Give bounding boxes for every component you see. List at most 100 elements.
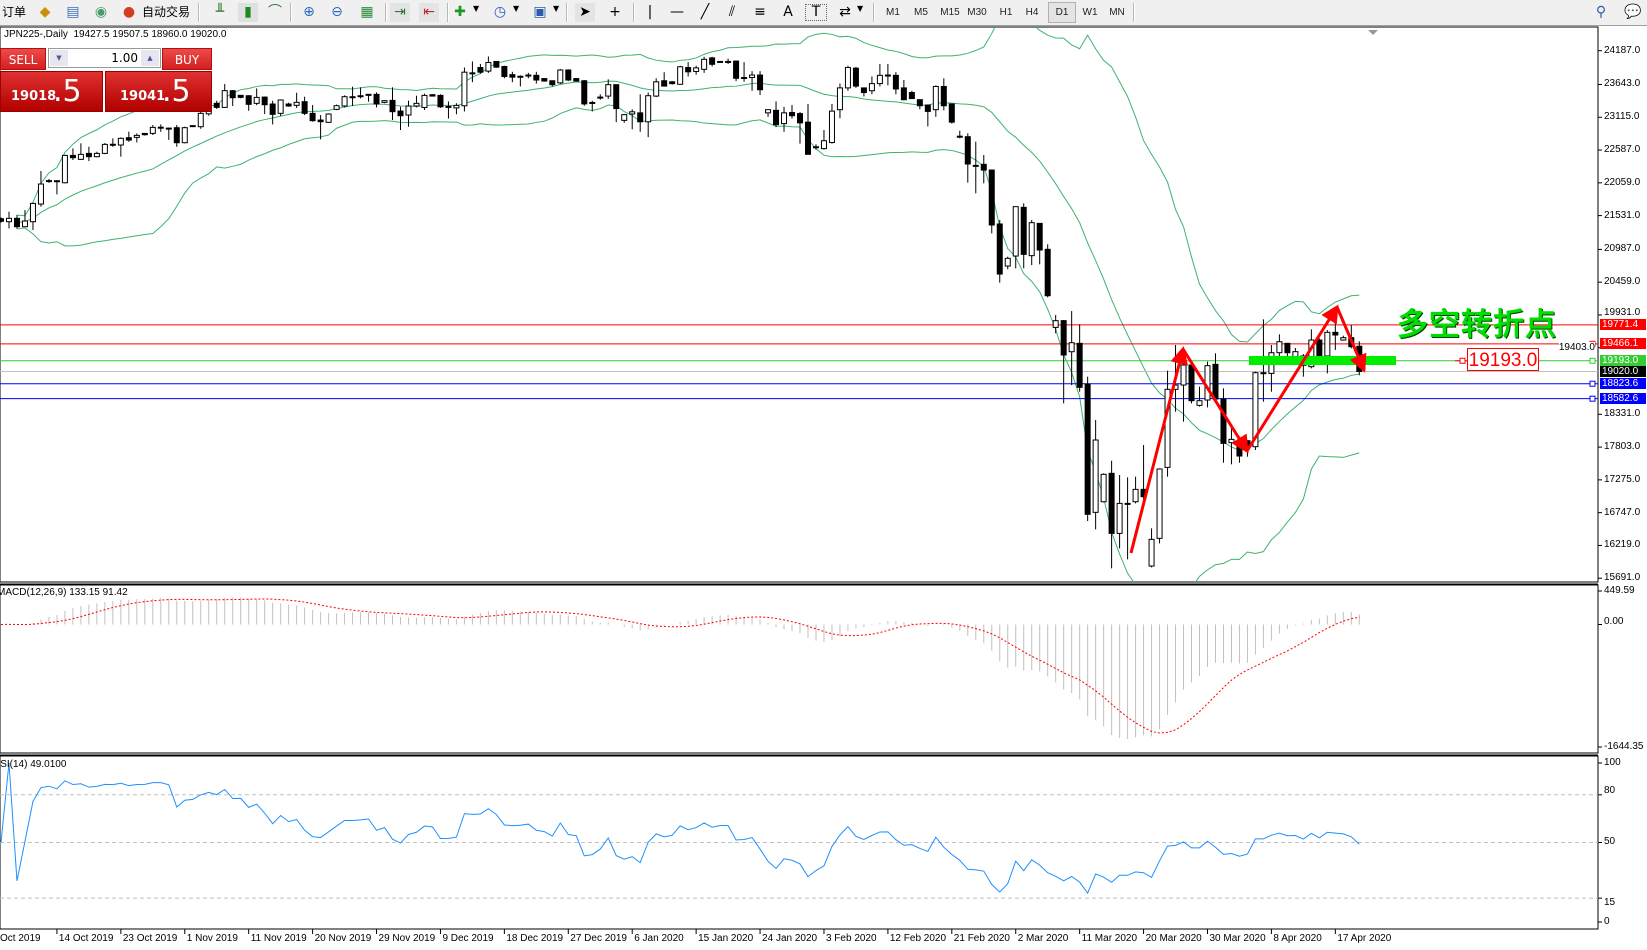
line-chart-icon[interactable]: ⌒ — [268, 4, 282, 20]
candle-bear — [988, 169, 995, 226]
timeframe-m1[interactable]: M1 — [886, 7, 900, 18]
toolbar-separator — [385, 3, 387, 22]
bar-chart-icon[interactable]: ╨ — [215, 4, 225, 20]
candle-bull — [469, 72, 476, 75]
candle-bull — [1132, 488, 1139, 503]
terminal-icon[interactable]: ▤ — [66, 4, 80, 20]
candle-bear — [1316, 339, 1323, 358]
indicators-icon[interactable]: ✚ — [454, 4, 466, 20]
candle-bull — [357, 95, 364, 98]
price-axis-label: 16219.0 — [1604, 539, 1641, 551]
timeframe-m15[interactable]: M15 — [940, 7, 960, 18]
candle-bear — [229, 90, 236, 99]
candle-bull — [37, 183, 44, 205]
candle-bear — [389, 99, 396, 113]
level-marker-icon — [1589, 357, 1596, 364]
new-order-button[interactable]: 订单 — [1, 5, 26, 19]
candle-bear — [397, 110, 404, 117]
macd-axis-zero: 0.00 — [1604, 616, 1624, 627]
macd-axis-min: -1644.35 — [1604, 741, 1644, 752]
autoscroll-icon[interactable]: ⇥ — [390, 3, 410, 22]
candlestick-chart-icon[interactable]: ▮ — [238, 3, 258, 22]
annotation-turning-point-text[interactable]: 多空转折点 — [1397, 307, 1557, 343]
zoom-in-icon[interactable]: ⊕ — [303, 4, 315, 20]
templates-icon[interactable]: ▣ — [533, 4, 547, 20]
text-tool-icon[interactable]: A — [783, 4, 793, 20]
sell-price-button[interactable]: 19018 .5 — [0, 71, 103, 112]
autotrade-button[interactable]: 自动交易 — [141, 5, 190, 19]
chevron-down-icon[interactable]: ▼ — [857, 4, 864, 13]
timeframe-w1[interactable]: W1 — [1082, 7, 1098, 18]
fibonacci-icon[interactable]: ≡ — [754, 4, 766, 20]
candle-bear — [445, 105, 452, 108]
annotation-price-label[interactable]: 19193.0 — [1467, 348, 1539, 371]
zoom-out-icon[interactable]: ⊖ — [331, 4, 343, 20]
candle-bear — [1220, 398, 1227, 444]
chevron-down-icon[interactable]: ▼ — [513, 4, 520, 13]
candle-bull — [461, 71, 468, 107]
navigator-icon[interactable]: ◆ — [39, 4, 51, 20]
candle-bull — [741, 77, 748, 80]
time-axis-label: 20 Nov 2019 — [314, 933, 372, 944]
chevron-down-icon[interactable]: ▼ — [553, 4, 560, 13]
rsi-line — [0, 762, 1360, 895]
volume-decrease-icon[interactable]: ▼ — [50, 50, 68, 66]
horizontal-line-icon[interactable]: — — [670, 4, 684, 20]
equidistant-channel-icon[interactable]: ⫽ — [728, 4, 736, 20]
candle-bull — [349, 96, 356, 99]
rsi-axis-15: 15 — [1604, 897, 1616, 908]
candle-bull — [1228, 438, 1235, 444]
chat-icon[interactable]: 💬 — [1624, 4, 1642, 20]
volume-increase-icon[interactable]: ▲ — [141, 50, 159, 66]
chart-shift-icon[interactable]: ⇤ — [419, 3, 439, 22]
time-axis-label: 3 Feb 2020 — [825, 933, 877, 944]
price-axis-label: 20459.0 — [1604, 276, 1641, 288]
periods-clock-icon[interactable]: ◷ — [493, 4, 507, 20]
buy-button[interactable]: BUY — [162, 48, 212, 70]
vertical-line-icon[interactable]: | — [647, 4, 653, 20]
search-icon[interactable]: ⚲ — [1595, 4, 1607, 20]
tile-windows-icon[interactable]: ▦ — [360, 4, 374, 20]
buy-price-button[interactable]: 19041 .5 — [105, 71, 212, 112]
timeframe-h1[interactable]: H1 — [999, 7, 1013, 18]
candle-bull — [293, 101, 300, 106]
trendline-icon[interactable]: ╱ — [700, 4, 710, 20]
rsi-axis-50: 50 — [1604, 836, 1616, 847]
candle-bull — [701, 58, 708, 70]
sell-button[interactable]: SELL — [0, 48, 46, 70]
crosshair-icon[interactable]: + — [609, 4, 621, 20]
candle-bear — [908, 92, 915, 100]
bollinger-middle-band — [16, 80, 1360, 451]
candle-bear — [85, 152, 92, 158]
autotrade-icon[interactable]: ● — [122, 4, 136, 20]
time-axis-label: 11 Mar 2020 — [1081, 933, 1138, 944]
timeframe-mn[interactable]: MN — [1109, 7, 1125, 18]
time-axis-label: 18 Dec 2019 — [506, 933, 564, 944]
timeframe-d1[interactable]: D1 — [1048, 2, 1076, 23]
time-axis-label: 8 Apr 2020 — [1273, 933, 1322, 944]
time-axis-label: 23 Oct 2019 — [122, 933, 178, 944]
timeframe-h4[interactable]: H4 — [1025, 7, 1039, 18]
chevron-down-icon[interactable]: ▼ — [473, 4, 480, 13]
candle-bear — [1060, 320, 1067, 356]
candle-bull — [277, 99, 284, 114]
candle-bear — [213, 102, 220, 108]
candle-bear — [1332, 331, 1339, 336]
signals-icon[interactable]: ◉ — [94, 4, 108, 20]
candle-bull — [868, 83, 875, 92]
text-label-icon[interactable]: T — [805, 4, 827, 21]
candle-bull — [1116, 502, 1123, 534]
price-axis-label: 23643.0 — [1604, 78, 1641, 90]
volume-input[interactable]: 1.00 — [111, 51, 138, 65]
arrows-icon[interactable]: ⇄ — [839, 4, 851, 20]
volume-stepper[interactable]: ▼ 1.00 ▲ — [48, 48, 161, 68]
timeframe-m5[interactable]: M5 — [914, 7, 928, 18]
candle-bull — [45, 180, 52, 183]
candle-bull — [693, 67, 700, 72]
candle-bull — [717, 60, 724, 63]
cursor-icon[interactable]: ➤ — [575, 3, 595, 22]
timeframe-m30[interactable]: M30 — [967, 7, 987, 18]
candle-bull — [325, 113, 332, 123]
candle-bull — [29, 202, 36, 223]
